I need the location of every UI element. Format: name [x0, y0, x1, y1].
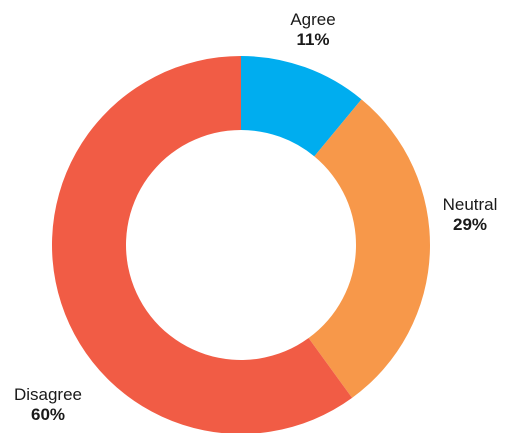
slice-label-agree: Agree 11% [273, 10, 353, 49]
slice-disagree [52, 56, 353, 433]
slice-agree [241, 56, 362, 157]
slice-value-disagree: 60% [30, 404, 66, 424]
slice-value-neutral: 29% [452, 214, 488, 234]
slice-name-disagree: Disagree [13, 385, 83, 404]
slice-value-agree: 11% [296, 29, 330, 49]
slice-label-neutral: Neutral 29% [430, 195, 510, 234]
slice-label-disagree: Disagree 60% [4, 385, 92, 424]
slice-neutral [308, 99, 430, 398]
slice-name-neutral: Neutral [442, 195, 498, 214]
slice-name-agree: Agree [290, 10, 336, 29]
